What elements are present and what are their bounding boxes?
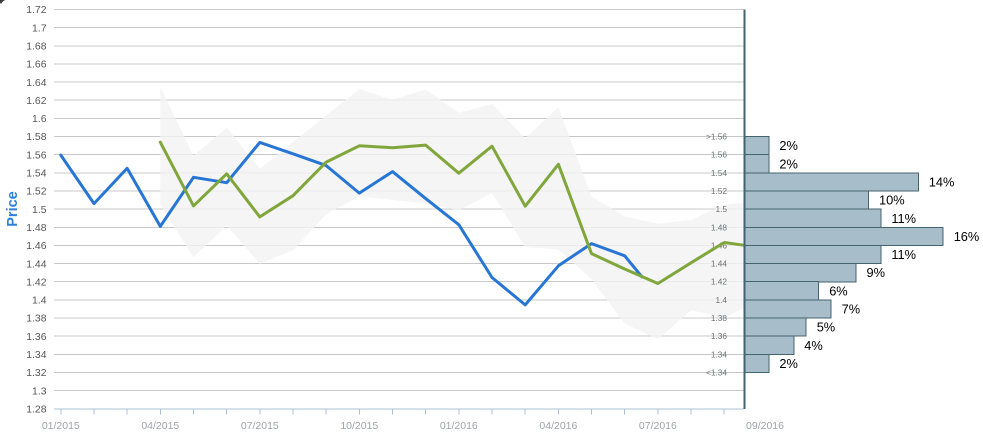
svg-text:1.72: 1.72 xyxy=(26,5,46,16)
svg-text:1.28: 1.28 xyxy=(26,404,46,415)
svg-text:1.44: 1.44 xyxy=(26,259,46,270)
svg-text:01/2016: 01/2016 xyxy=(440,420,478,432)
svg-text:1.4: 1.4 xyxy=(32,296,47,307)
svg-text:1.62: 1.62 xyxy=(26,96,46,107)
svg-text:<1.34: <1.34 xyxy=(706,368,727,378)
svg-text:1.38: 1.38 xyxy=(711,313,728,323)
svg-text:1.44: 1.44 xyxy=(711,259,728,269)
svg-text:1.54: 1.54 xyxy=(26,169,46,180)
svg-text:11%: 11% xyxy=(891,211,916,226)
svg-text:1.6: 1.6 xyxy=(32,114,47,125)
svg-text:16%: 16% xyxy=(954,229,980,244)
svg-text:1.56: 1.56 xyxy=(711,150,728,160)
svg-text:07/2016: 07/2016 xyxy=(639,420,677,432)
svg-text:10%: 10% xyxy=(879,193,905,208)
svg-text:1.56: 1.56 xyxy=(26,150,46,161)
svg-text:7%: 7% xyxy=(842,302,861,317)
svg-text:1.52: 1.52 xyxy=(26,187,46,198)
svg-text:Price: Price xyxy=(5,191,21,226)
svg-text:1.46: 1.46 xyxy=(26,241,46,252)
svg-text:6%: 6% xyxy=(829,283,848,298)
svg-text:2%: 2% xyxy=(779,138,798,153)
svg-text:11%: 11% xyxy=(891,247,916,262)
svg-text:4%: 4% xyxy=(804,338,823,353)
svg-text:04/2015: 04/2015 xyxy=(141,420,179,432)
svg-text:1.5: 1.5 xyxy=(715,204,727,214)
svg-text:1.3: 1.3 xyxy=(32,386,47,397)
svg-text:>1.56: >1.56 xyxy=(706,132,727,142)
svg-text:1.42: 1.42 xyxy=(711,277,728,287)
svg-text:1.42: 1.42 xyxy=(26,277,46,288)
svg-text:14%: 14% xyxy=(929,175,955,190)
svg-text:2%: 2% xyxy=(779,356,798,371)
svg-text:1.5: 1.5 xyxy=(32,205,47,216)
svg-text:09/2016: 09/2016 xyxy=(746,420,784,432)
svg-text:1.38: 1.38 xyxy=(26,314,46,325)
svg-text:01/2015: 01/2015 xyxy=(42,420,80,432)
svg-text:1.36: 1.36 xyxy=(26,332,46,343)
svg-text:1.48: 1.48 xyxy=(711,222,728,232)
svg-text:1.68: 1.68 xyxy=(26,42,46,53)
svg-text:1.7: 1.7 xyxy=(32,23,47,34)
svg-text:9%: 9% xyxy=(867,265,886,280)
svg-text:1.34: 1.34 xyxy=(711,349,728,359)
svg-text:1.52: 1.52 xyxy=(711,186,728,196)
svg-text:1.32: 1.32 xyxy=(26,368,46,379)
svg-text:2%: 2% xyxy=(779,156,798,171)
svg-text:04/2016: 04/2016 xyxy=(539,420,577,432)
svg-text:1.36: 1.36 xyxy=(711,331,728,341)
svg-text:1.4: 1.4 xyxy=(715,295,727,305)
svg-text:1.66: 1.66 xyxy=(26,60,46,71)
svg-text:1.48: 1.48 xyxy=(26,223,46,234)
svg-text:1.64: 1.64 xyxy=(26,78,46,89)
svg-text:1.34: 1.34 xyxy=(26,350,46,361)
svg-text:07/2015: 07/2015 xyxy=(241,420,279,432)
svg-text:1.58: 1.58 xyxy=(26,132,46,143)
svg-text:1.54: 1.54 xyxy=(711,168,728,178)
svg-text:10/2015: 10/2015 xyxy=(340,420,378,432)
svg-text:5%: 5% xyxy=(817,320,836,335)
